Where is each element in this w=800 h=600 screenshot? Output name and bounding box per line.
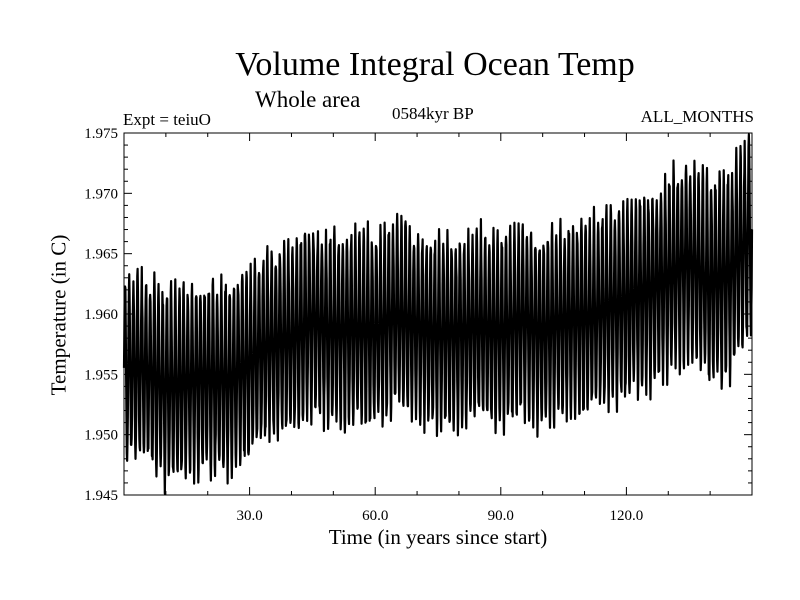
chart-subtitle: Whole area	[255, 87, 361, 112]
y-tick-label: 1.975	[84, 126, 118, 142]
plot-frame	[123, 132, 753, 496]
y-tick-label: 1.950	[84, 428, 118, 444]
series-line	[122, 133, 754, 495]
months-label: ALL_MONTHS	[640, 107, 754, 126]
x-axis-label: Time (in years since start)	[328, 525, 548, 549]
y-tick-label: 1.955	[84, 367, 118, 383]
experiment-label: Expt = teiuO	[123, 110, 211, 129]
x-tick-label: 90.0	[488, 508, 514, 524]
y-tick-label: 1.945	[84, 488, 118, 504]
x-tick-label: 120.0	[610, 508, 644, 524]
y-tick-label: 1.960	[84, 307, 118, 323]
y-tick-label: 1.965	[84, 247, 118, 263]
y-tick-label: 1.970	[84, 186, 118, 202]
x-tick-label: 30.0	[236, 508, 262, 524]
chart-title: Volume Integral Ocean Temp	[235, 46, 635, 83]
x-tick-label: 60.0	[362, 508, 388, 524]
period-label: 0584kyr BP	[392, 104, 474, 123]
